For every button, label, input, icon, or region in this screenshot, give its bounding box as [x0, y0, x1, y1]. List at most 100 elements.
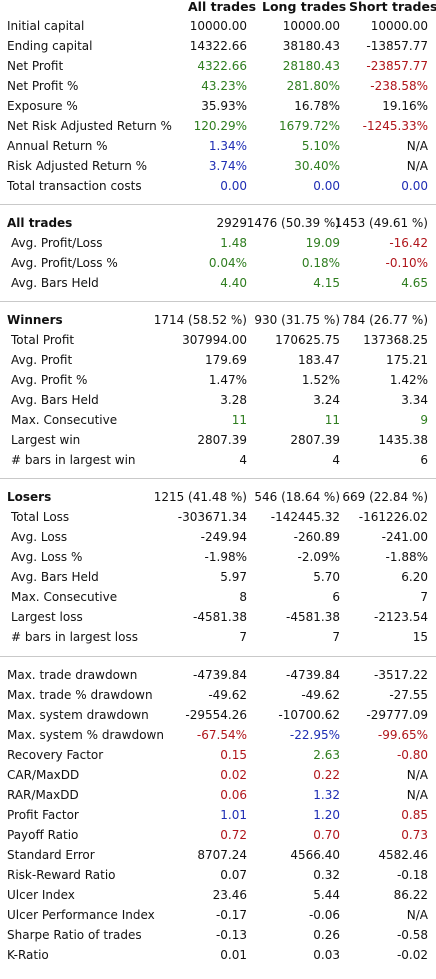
stat-row: Risk-Reward Ratio 0.07 0.32 -0.18 — [0, 865, 436, 885]
value-all-trades: 0.01 — [220, 948, 247, 962]
stat-row: Payoff Ratio 0.72 0.70 0.73 — [0, 825, 436, 845]
value-long-trades: -260.89 — [293, 530, 340, 544]
value-long-trades: -10700.62 — [278, 708, 340, 722]
value-short-trades: 0.73 — [401, 828, 428, 842]
value-all-trades: 3.74% — [208, 159, 247, 173]
value-short-trades: -29777.09 — [366, 708, 428, 722]
value-long-trades: 4566.40 — [290, 848, 340, 862]
value-long-trades: 0.26 — [313, 928, 340, 942]
value-all-trades: 1.47% — [208, 373, 247, 387]
stat-row: Max. trade % drawdown -49.62 -49.62 -27.55 — [0, 685, 436, 705]
stat-row: Avg. Profit/Loss 1.48 19.09 -16.42 — [0, 233, 436, 253]
value-all-trades: -0.17 — [215, 908, 247, 922]
report-section: Winners 1714 (58.52 %) 930 (31.75 %) 784 (2… — [0, 310, 436, 470]
value-all-trades: 2807.39 — [197, 433, 247, 447]
report-section: Losers 1215 (41.48 %) 546 (18.64 %) 669 (22… — [0, 487, 436, 647]
stat-label: Recovery Factor — [7, 748, 104, 762]
stat-row: Avg. Loss -249.94 -260.89 -241.00 — [0, 527, 436, 547]
value-all-trades: 43.23% — [201, 79, 247, 93]
value-all-trades: -1.98% — [204, 550, 247, 564]
stat-row: Avg. Bars Held 5.97 5.70 6.20 — [0, 567, 436, 587]
stat-label: Avg. Profit/Loss — [11, 236, 103, 250]
value-long-trades: 1679.72% — [278, 119, 340, 133]
value-all-trades: 0.04% — [208, 256, 247, 270]
stat-label: Avg. Bars Held — [11, 276, 99, 290]
value-long-trades: -22.95% — [289, 728, 340, 742]
stat-row: Initial capital 10000.00 10000.00 10000.00 — [0, 16, 436, 36]
value-long-trades: 38180.43 — [282, 39, 340, 53]
value-long-trades: 281.80% — [286, 79, 340, 93]
stat-row: Avg. Loss % -1.98% -2.09% -1.88% — [0, 547, 436, 567]
value-all-trades: 4 — [239, 453, 247, 467]
value-long-trades: 19.09 — [305, 236, 340, 250]
value-all-trades: 179.69 — [205, 353, 247, 367]
value-all-trades: -303671.34 — [177, 510, 247, 524]
value-all-trades: -249.94 — [200, 530, 247, 544]
stat-row: Total transaction costs 0.00 0.00 0.00 — [0, 176, 436, 196]
stat-row: Risk Adjusted Return % 3.74% 30.40% N/A — [0, 156, 436, 176]
column-header-short-trades: Short trades — [349, 0, 436, 14]
stat-row: Largest win 2807.39 2807.39 1435.38 — [0, 430, 436, 450]
stat-label: Ending capital — [7, 39, 93, 53]
value-short-trades: -16.42 — [389, 236, 428, 250]
stat-label: Max. system drawdown — [7, 708, 149, 722]
value-short-trades: -99.65% — [377, 728, 428, 742]
value-all-trades: -4739.84 — [193, 668, 247, 682]
column-header-long-trades: Long trades — [262, 0, 347, 14]
stat-label: Avg. Bars Held — [11, 393, 99, 407]
value-long-trades: 6 — [332, 590, 340, 604]
value-all-trades: 1.34% — [208, 139, 247, 153]
stat-label: Ulcer Performance Index — [7, 908, 155, 922]
stat-row: Avg. Profit 179.69 183.47 175.21 — [0, 350, 436, 370]
stat-label: Avg. Profit % — [11, 373, 88, 387]
value-short-trades: 6.20 — [401, 570, 428, 584]
stat-label: Avg. Profit — [11, 353, 73, 367]
value-long-trades: 546 (18.64 %) — [254, 490, 340, 504]
value-short-trades: -27.55 — [389, 688, 428, 702]
value-long-trades: -4739.84 — [286, 668, 340, 682]
value-long-trades: 5.10% — [301, 139, 340, 153]
value-long-trades: 30.40% — [294, 159, 340, 173]
value-short-trades: 86.22 — [393, 888, 428, 902]
column-header-row: All trades Long trades Short trades — [0, 0, 436, 16]
stat-row: Max. system % drawdown -67.54% -22.95% -99.… — [0, 725, 436, 745]
stat-label: Largest loss — [11, 610, 83, 624]
value-short-trades: -1.88% — [385, 550, 428, 564]
stat-row: Max. system drawdown -29554.26 -10700.62 -2… — [0, 705, 436, 725]
value-short-trades: 669 (22.84 %) — [342, 490, 428, 504]
stat-label: Initial capital — [7, 19, 85, 33]
stat-label: Net Profit — [7, 59, 64, 73]
value-all-trades: 0.72 — [220, 828, 247, 842]
value-short-trades: 3.34 — [401, 393, 428, 407]
value-all-trades: 10000.00 — [189, 19, 247, 33]
stat-label: # bars in largest win — [11, 453, 136, 467]
section-divider — [0, 478, 436, 479]
value-long-trades: 28180.43 — [282, 59, 340, 73]
value-short-trades: 0.00 — [401, 179, 428, 193]
value-all-trades: 0.15 — [220, 748, 247, 762]
value-short-trades: 15 — [412, 630, 428, 644]
stat-label: Max. trade % drawdown — [7, 688, 153, 702]
value-long-trades: 4 — [332, 453, 340, 467]
stat-label: Profit Factor — [7, 808, 79, 822]
value-short-trades: 9 — [420, 413, 428, 427]
value-all-trades: -4581.38 — [193, 610, 247, 624]
stat-row: Ending capital 14322.66 38180.43 -13857.77 — [0, 36, 436, 56]
stat-label: Payoff Ratio — [7, 828, 79, 842]
value-all-trades: 0.07 — [220, 868, 247, 882]
value-long-trades: 3.24 — [313, 393, 340, 407]
stat-label: Avg. Profit/Loss % — [11, 256, 118, 270]
section-heading: Losers — [7, 490, 52, 504]
value-short-trades: -161226.02 — [358, 510, 428, 524]
value-long-trades: 1.32 — [313, 788, 340, 802]
stat-label: Standard Error — [7, 848, 95, 862]
value-short-trades: 4.65 — [401, 276, 428, 290]
stat-row: Max. trade drawdown -4739.84 -4739.84 -3517… — [0, 665, 436, 685]
stat-row: Largest loss -4581.38 -4581.38 -2123.54 — [0, 607, 436, 627]
value-short-trades: -0.58 — [396, 928, 428, 942]
value-short-trades: -0.10% — [385, 256, 428, 270]
stat-row: CAR/MaxDD 0.02 0.22 N/A — [0, 765, 436, 785]
value-long-trades: 5.44 — [313, 888, 340, 902]
report-body: Initial capital 10000.00 10000.00 10000.00 E… — [0, 16, 436, 965]
